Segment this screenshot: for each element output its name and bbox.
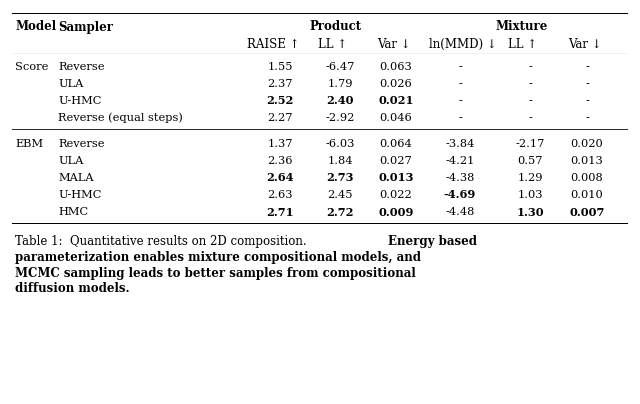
Text: 2.52: 2.52	[266, 95, 294, 107]
Text: 1.30: 1.30	[516, 206, 544, 217]
Text: -: -	[528, 113, 532, 123]
Text: 1.03: 1.03	[517, 190, 543, 200]
Text: 2.36: 2.36	[268, 156, 292, 166]
Text: -2.17: -2.17	[515, 139, 545, 149]
Text: -: -	[585, 96, 589, 106]
Text: -: -	[585, 62, 589, 72]
Text: LL ↑: LL ↑	[319, 38, 348, 50]
Text: Reverse: Reverse	[58, 139, 104, 149]
Text: 2.27: 2.27	[268, 113, 292, 123]
Text: 0.027: 0.027	[380, 156, 412, 166]
Text: -6.03: -6.03	[325, 139, 355, 149]
Text: 2.71: 2.71	[266, 206, 294, 217]
Text: -4.21: -4.21	[445, 156, 475, 166]
Text: 0.013: 0.013	[378, 173, 413, 183]
Text: MALA: MALA	[58, 173, 93, 183]
Text: 0.064: 0.064	[380, 139, 412, 149]
Text: Sampler: Sampler	[58, 21, 113, 34]
Text: Reverse: Reverse	[58, 62, 104, 72]
Text: -: -	[528, 96, 532, 106]
Text: -: -	[528, 62, 532, 72]
Text: LL ↑: LL ↑	[508, 38, 538, 50]
Text: HMC: HMC	[58, 207, 88, 217]
Text: -4.38: -4.38	[445, 173, 475, 183]
Text: Var ↓: Var ↓	[377, 38, 411, 50]
Text: Var ↓: Var ↓	[568, 38, 602, 50]
Text: 2.63: 2.63	[268, 190, 292, 200]
Text: -: -	[458, 113, 462, 123]
Text: 2.64: 2.64	[266, 173, 294, 183]
Text: Mixture: Mixture	[495, 21, 548, 34]
Text: Model: Model	[15, 21, 56, 34]
Text: Table 1:  Quantitative results on 2D composition.: Table 1: Quantitative results on 2D comp…	[15, 234, 314, 248]
Text: 2.73: 2.73	[326, 173, 354, 183]
Text: -2.92: -2.92	[325, 113, 355, 123]
Text: 0.046: 0.046	[380, 113, 412, 123]
Text: -: -	[458, 79, 462, 89]
Text: -4.69: -4.69	[444, 189, 476, 200]
Text: ln(MMD) ↓: ln(MMD) ↓	[429, 38, 497, 50]
Text: ULA: ULA	[58, 156, 83, 166]
Text: 0.022: 0.022	[380, 190, 412, 200]
Text: -: -	[458, 62, 462, 72]
Text: 0.010: 0.010	[571, 190, 604, 200]
Text: ULA: ULA	[58, 79, 83, 89]
Text: -6.47: -6.47	[325, 62, 355, 72]
Text: 0.009: 0.009	[378, 206, 413, 217]
Text: -: -	[458, 96, 462, 106]
Text: MCMC sampling leads to better samples from compositional: MCMC sampling leads to better samples fr…	[15, 267, 416, 280]
Text: 1.29: 1.29	[517, 173, 543, 183]
Text: 0.026: 0.026	[380, 79, 412, 89]
Text: Product: Product	[310, 21, 362, 34]
Text: 0.013: 0.013	[571, 156, 604, 166]
Text: parameterization enables mixture compositional models, and: parameterization enables mixture composi…	[15, 250, 421, 263]
Text: 0.007: 0.007	[570, 206, 605, 217]
Text: EBM: EBM	[15, 139, 43, 149]
Text: 1.55: 1.55	[268, 62, 292, 72]
Text: 0.063: 0.063	[380, 62, 412, 72]
Text: Score: Score	[15, 62, 49, 72]
Text: 0.021: 0.021	[378, 95, 413, 107]
Text: 1.79: 1.79	[327, 79, 353, 89]
Text: 0.008: 0.008	[571, 173, 604, 183]
Text: 2.37: 2.37	[268, 79, 292, 89]
Text: Energy based: Energy based	[388, 234, 477, 248]
Text: 0.020: 0.020	[571, 139, 604, 149]
Text: Reverse (equal steps): Reverse (equal steps)	[58, 113, 183, 123]
Text: 2.72: 2.72	[326, 206, 354, 217]
Text: U-HMC: U-HMC	[58, 96, 101, 106]
Text: -3.84: -3.84	[445, 139, 475, 149]
Text: U-HMC: U-HMC	[58, 190, 101, 200]
Text: diffusion models.: diffusion models.	[15, 282, 130, 295]
Text: -: -	[585, 79, 589, 89]
Text: -: -	[528, 79, 532, 89]
Text: 2.45: 2.45	[327, 190, 353, 200]
Text: -4.48: -4.48	[445, 207, 475, 217]
Text: 0.57: 0.57	[517, 156, 543, 166]
Text: RAISE ↑: RAISE ↑	[247, 38, 300, 50]
Text: -: -	[585, 113, 589, 123]
Text: 1.37: 1.37	[268, 139, 292, 149]
Text: 2.40: 2.40	[326, 95, 354, 107]
Text: 1.84: 1.84	[327, 156, 353, 166]
